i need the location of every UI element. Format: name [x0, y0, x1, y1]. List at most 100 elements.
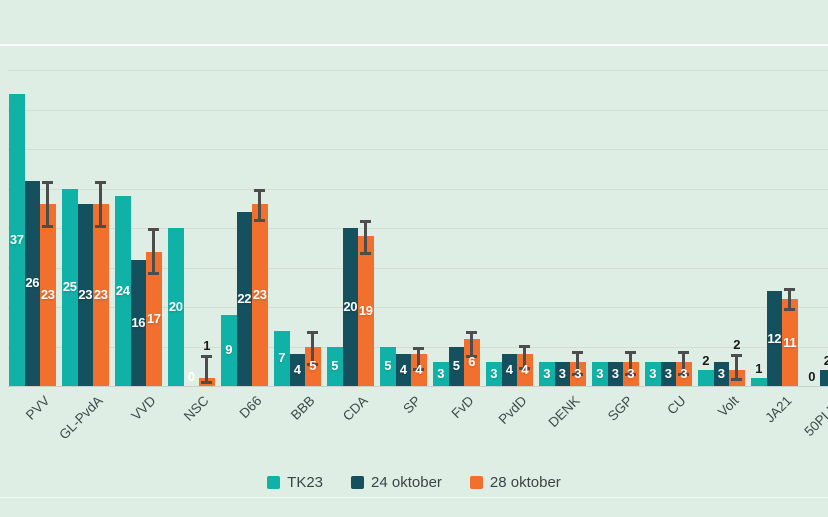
error-bar-cap-top	[466, 330, 478, 334]
bar-TK23-SP[interactable]	[380, 346, 396, 386]
bar-TK23-BBB[interactable]	[274, 330, 290, 386]
bar-24-oktober-SGP[interactable]	[607, 362, 623, 386]
bar-value-label: 2	[823, 353, 828, 369]
bar-24-oktober-50PLUS[interactable]	[819, 370, 828, 386]
bar-24-oktober-JA21[interactable]	[766, 291, 782, 386]
bar-28-oktober-PVV[interactable]	[40, 204, 56, 386]
bar-value-label: 23	[93, 287, 108, 303]
bar-24-oktober-BBB[interactable]	[289, 354, 305, 386]
bar-value-label: 4	[521, 362, 529, 378]
x-axis-line	[8, 386, 828, 387]
bar-value-label: 3	[627, 366, 635, 382]
error-bar	[466, 330, 478, 359]
bar-value-label: 3	[437, 366, 445, 382]
bar-28-oktober-VVD[interactable]	[146, 251, 162, 386]
error-bar-stem	[417, 346, 421, 371]
bar-24-oktober-DENK[interactable]	[554, 362, 570, 386]
bar-24-oktober-VVD[interactable]	[130, 259, 146, 386]
bar-TK23-JA21[interactable]	[751, 378, 767, 386]
bar-24-oktober-PvdD[interactable]	[501, 354, 517, 386]
bar-value-label: 11	[783, 334, 797, 350]
error-bar-stem	[788, 288, 792, 311]
bar-28-oktober-JA21[interactable]	[782, 299, 798, 386]
bar-TK23-CU[interactable]	[645, 362, 661, 386]
bar-24-oktober-PVV[interactable]	[24, 180, 40, 386]
error-bar-stem	[311, 331, 315, 367]
legend-item-28-oktober[interactable]: 28 oktober	[469, 474, 561, 491]
bar-28-oktober-BBB[interactable]	[305, 346, 321, 386]
bar-value-label: 7	[278, 350, 286, 366]
bar-TK23-PvdD[interactable]	[486, 362, 502, 386]
bar-value-label: 25	[62, 279, 77, 295]
bar-28-oktober-FvD[interactable]	[464, 338, 480, 386]
bar-value-label: 16	[131, 314, 146, 330]
bar-24-oktober-CDA[interactable]	[342, 228, 358, 386]
bar-value-label: 19	[358, 302, 373, 318]
error-bar-cap-top	[254, 188, 266, 192]
bar-TK23-GL-PvdA[interactable]	[62, 188, 78, 386]
bar-TK23-NSC[interactable]	[168, 228, 184, 386]
bar-value-label: 23	[252, 287, 267, 303]
bar-value-label: 9	[225, 342, 233, 358]
error-bar-cap-bottom	[466, 355, 478, 359]
bar-28-oktober-PvdD[interactable]	[517, 354, 533, 386]
gridline	[8, 188, 828, 190]
error-bar	[307, 331, 319, 367]
error-bar-cap-bottom	[201, 380, 213, 384]
bar-28-oktober-D66[interactable]	[252, 204, 268, 386]
error-bar-cap-bottom	[572, 372, 584, 376]
bar-value-label: 23	[40, 287, 55, 303]
bar-TK23-DENK[interactable]	[539, 362, 555, 386]
bar-24-oktober-GL-PvdA[interactable]	[77, 204, 93, 386]
bar-value-label: 4	[399, 362, 407, 378]
bar-value-label: 5	[331, 358, 339, 374]
bar-value-label: 3	[543, 366, 551, 382]
gridline	[8, 228, 828, 229]
bar-TK23-CDA[interactable]	[327, 346, 343, 386]
bar-value-label: 3	[596, 366, 604, 382]
bar-24-oktober-Volt[interactable]	[713, 362, 729, 386]
bar-value-label: 20	[168, 299, 183, 314]
top-divider	[0, 44, 828, 46]
bar-value-label: 3	[574, 366, 582, 382]
legend-swatch	[267, 476, 281, 489]
bar-TK23-VVD[interactable]	[115, 196, 131, 386]
bar-24-oktober-CU[interactable]	[660, 362, 676, 386]
error-bar-stem	[46, 180, 50, 228]
error-bar	[731, 353, 743, 382]
bar-TK23-PVV[interactable]	[9, 93, 25, 386]
bar-value-label: 23	[78, 287, 93, 303]
bar-value-label: 24	[115, 283, 130, 299]
bar-value-label: 20	[343, 299, 358, 314]
error-bar-cap-bottom	[254, 219, 266, 223]
bar-TK23-D66[interactable]	[221, 314, 237, 386]
error-bar-cap-top	[413, 346, 425, 350]
error-bar-cap-bottom	[519, 367, 531, 371]
bar-TK23-Volt[interactable]	[698, 370, 714, 386]
error-bar-cap-top	[148, 228, 160, 231]
error-bar-cap-bottom	[42, 224, 54, 228]
error-bar-stem	[470, 330, 474, 359]
error-bar-stem	[735, 353, 739, 382]
bar-28-oktober-GL-PvdA[interactable]	[93, 204, 109, 386]
bar-24-oktober-D66[interactable]	[236, 212, 252, 386]
bar-TK23-SGP[interactable]	[592, 362, 608, 386]
bar-24-oktober-FvD[interactable]	[448, 346, 464, 386]
bar-value-label: 17	[146, 310, 161, 326]
error-bar-stem	[576, 351, 580, 376]
gridline	[8, 307, 828, 308]
error-bar-stem	[629, 351, 633, 376]
bar-28-oktober-CDA[interactable]	[358, 235, 374, 386]
legend-item-TK23[interactable]: TK23	[267, 474, 323, 491]
error-bar	[201, 355, 213, 384]
legend-swatch	[469, 476, 483, 489]
error-bar-cap-bottom	[731, 378, 743, 382]
error-bar-cap-bottom	[413, 367, 425, 371]
legend-item-24-oktober[interactable]: 24 oktober	[351, 474, 442, 491]
error-bar	[360, 220, 372, 255]
bar-value-label: 3	[611, 366, 619, 382]
bar-24-oktober-SP[interactable]	[395, 354, 411, 386]
bar-TK23-FvD[interactable]	[433, 362, 449, 386]
bar-value-label: 37	[9, 231, 24, 247]
